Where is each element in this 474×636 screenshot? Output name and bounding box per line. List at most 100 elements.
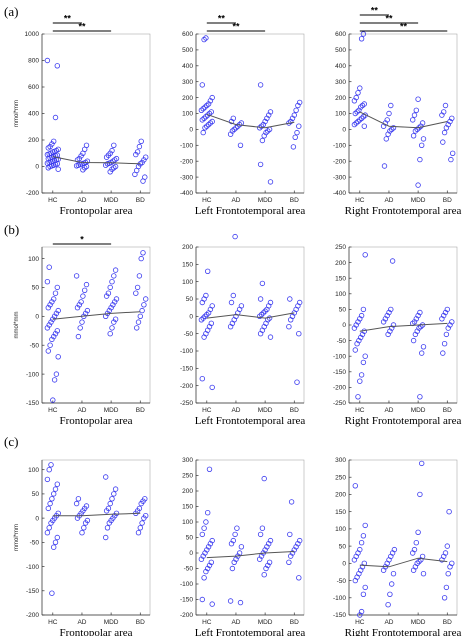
data-point	[102, 474, 109, 480]
significance-label: **	[400, 22, 408, 32]
data-point	[292, 134, 298, 140]
data-point	[142, 296, 149, 302]
data-point	[74, 157, 81, 163]
y-tick-label: 400	[28, 111, 39, 118]
y-tick-label: -200	[26, 190, 39, 197]
data-point	[263, 565, 269, 572]
data-point	[112, 486, 119, 492]
data-point	[139, 307, 145, 314]
data-point	[228, 299, 235, 306]
y-tick-label: 100	[182, 111, 193, 118]
data-point	[228, 118, 235, 125]
y-tick-label: -250	[333, 400, 346, 407]
data-point	[267, 334, 274, 340]
data-point	[351, 121, 358, 128]
data-point	[51, 333, 57, 340]
data-point	[73, 273, 80, 279]
data-point	[227, 598, 234, 604]
y-tick-label: 200	[182, 95, 193, 102]
y-tick-label: -50	[30, 540, 40, 547]
data-point	[78, 299, 84, 305]
data-point	[352, 483, 358, 489]
data-point	[139, 520, 145, 526]
data-point	[205, 310, 212, 316]
data-point	[287, 296, 293, 302]
data-point	[383, 136, 389, 142]
y-tick-label: 0	[189, 314, 193, 321]
x-tick-label: AD	[384, 197, 393, 204]
data-point	[54, 534, 60, 541]
y-tick-label: 0	[189, 127, 193, 134]
significance-label: *	[80, 235, 84, 245]
y-tick-label: -50	[337, 578, 347, 585]
data-point	[361, 123, 367, 129]
data-point	[389, 258, 396, 264]
data-point	[229, 565, 236, 572]
x-tick-label: BD	[136, 407, 145, 414]
data-point	[227, 324, 234, 330]
data-point	[82, 520, 89, 526]
data-point	[262, 308, 268, 314]
x-axis-title: Right Frontotemporal area	[345, 415, 462, 427]
data-point	[286, 559, 292, 565]
data-point	[52, 114, 59, 121]
x-tick-label: BD	[136, 197, 145, 204]
y-tick-label: 100	[28, 467, 39, 474]
data-point	[135, 319, 142, 325]
y-tick-label: 50	[32, 491, 40, 498]
data-point	[235, 123, 241, 129]
panel-0-0: -200 0 200 400 600 800 1000 HC AD MDD BD ** ** mmol*m…	[14, 14, 151, 217]
y-axis-label: mmol*mm	[14, 312, 20, 339]
data-point	[257, 331, 264, 337]
data-point	[138, 138, 144, 144]
data-point	[55, 307, 61, 314]
y-tick-label: 400	[335, 63, 346, 70]
data-point	[198, 107, 205, 113]
y-tick-label: -200	[333, 385, 346, 392]
y-tick-label: 0	[189, 550, 193, 557]
data-point	[46, 525, 52, 531]
data-point	[81, 525, 87, 531]
x-tick-label: MDD	[258, 619, 273, 626]
data-point	[198, 556, 205, 562]
data-point	[83, 281, 90, 288]
y-tick-label: 100	[335, 526, 346, 533]
data-point	[79, 319, 85, 325]
y-tick-label: 50	[186, 296, 194, 303]
data-point	[46, 322, 52, 328]
data-point	[105, 290, 112, 296]
data-point	[109, 496, 115, 502]
y-tick-label: -150	[333, 369, 346, 376]
data-point	[133, 325, 140, 331]
y-tick-label: -100	[26, 564, 39, 571]
y-tick-label: -100	[180, 581, 193, 588]
x-tick-label: MDD	[104, 619, 119, 626]
y-tick-label: 250	[335, 244, 346, 251]
data-point	[111, 491, 117, 497]
data-point	[55, 166, 61, 172]
data-point	[264, 306, 270, 313]
data-point	[106, 520, 112, 526]
data-point	[259, 525, 266, 531]
data-point	[443, 584, 450, 591]
data-point	[357, 612, 363, 618]
y-tick-label: 100	[335, 291, 346, 298]
y-tick-label: 100	[182, 279, 193, 286]
data-point	[54, 328, 60, 334]
y-tick-label: 50	[186, 535, 194, 542]
data-point	[359, 102, 366, 109]
x-tick-label: AD	[231, 407, 240, 414]
x-tick-label: AD	[384, 619, 393, 626]
data-point	[207, 120, 214, 126]
data-point	[259, 280, 266, 287]
data-point	[53, 310, 60, 317]
data-point	[390, 125, 397, 131]
data-point	[107, 284, 113, 291]
data-point	[417, 491, 423, 498]
data-point	[203, 519, 209, 525]
data-point	[439, 112, 445, 118]
data-point	[80, 293, 86, 299]
data-point	[417, 156, 423, 163]
data-point	[410, 133, 417, 139]
x-tick-label: HC	[355, 197, 365, 204]
